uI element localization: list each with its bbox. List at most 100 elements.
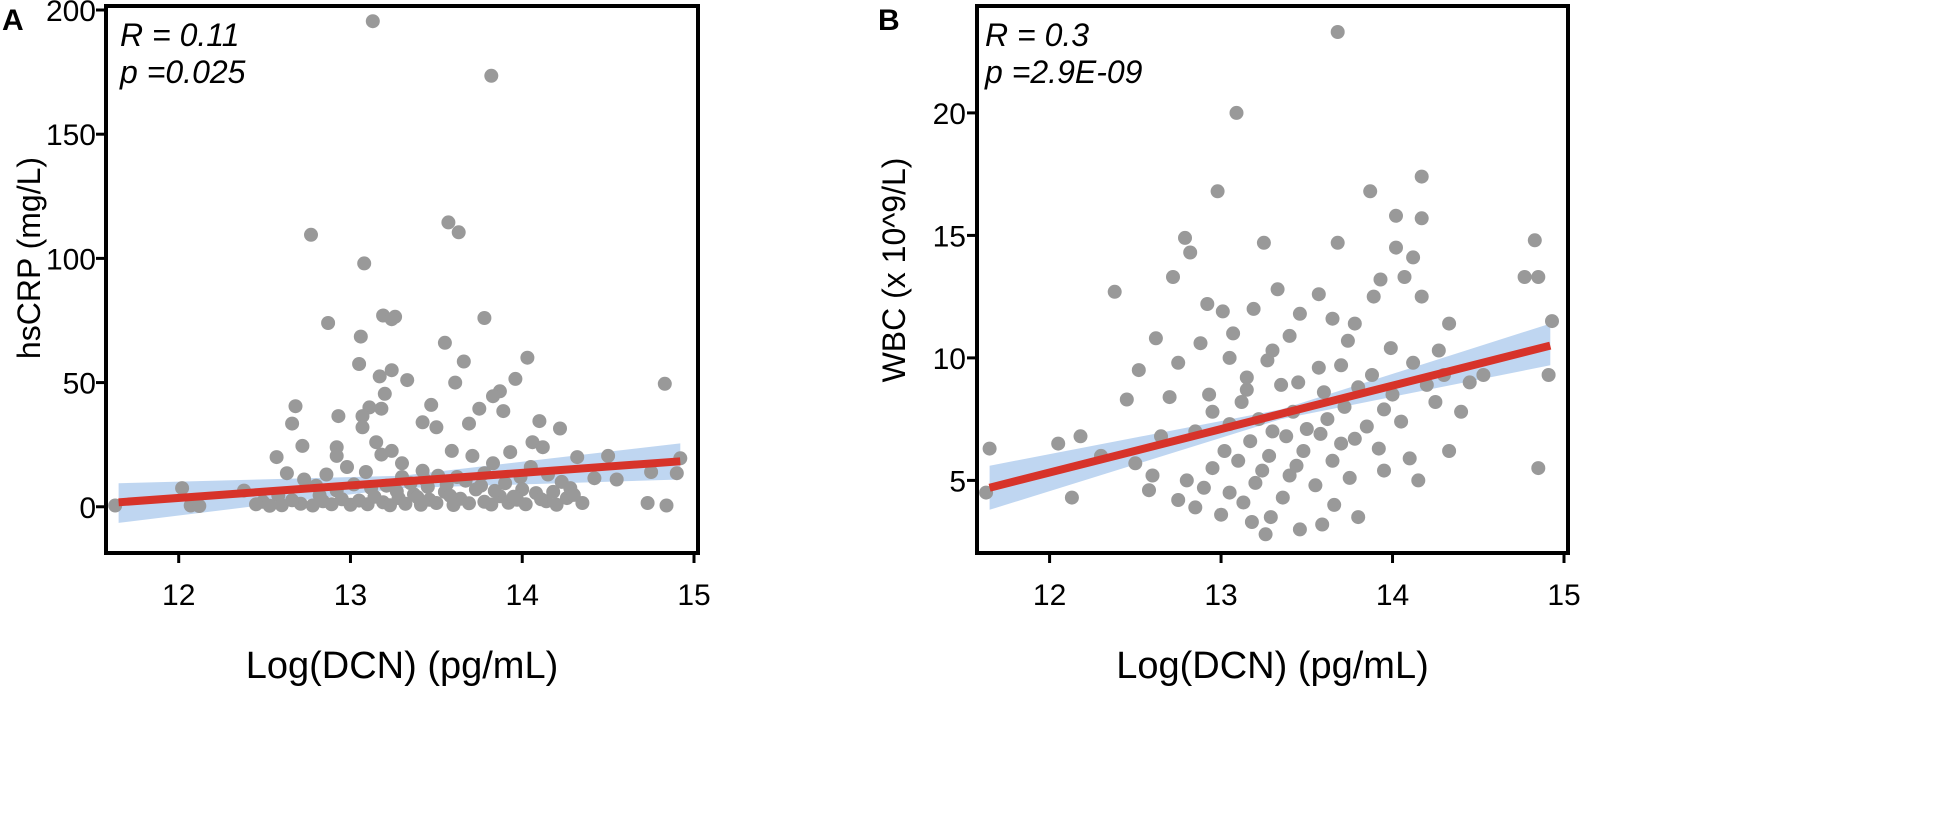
data-point xyxy=(319,467,334,482)
data-point xyxy=(1275,490,1290,505)
data-point xyxy=(353,329,368,344)
data-point xyxy=(1289,458,1304,473)
data-point xyxy=(1183,245,1198,260)
data-point xyxy=(979,485,994,500)
data-point xyxy=(1239,382,1254,397)
data-point xyxy=(1334,436,1349,451)
data-point xyxy=(1292,522,1307,537)
data-point xyxy=(355,420,370,435)
data-point xyxy=(1462,375,1477,390)
data-point xyxy=(1365,368,1379,382)
data-point xyxy=(389,484,404,499)
data-point xyxy=(1202,387,1217,402)
data-point xyxy=(1476,368,1491,382)
data-point xyxy=(1334,358,1349,373)
data-point xyxy=(1064,490,1079,505)
data-point xyxy=(415,415,430,430)
panel-a: 0 50 100 150 200 12 13 14 15 R = 0.11p =0.025 A Log… xyxy=(2,0,711,687)
data-point xyxy=(1265,343,1280,358)
data-point xyxy=(1383,341,1398,356)
data-point xyxy=(1214,507,1229,522)
data-point xyxy=(357,256,372,271)
data-point xyxy=(1373,272,1388,287)
x-tick-label: 15 xyxy=(1547,579,1580,612)
data-point xyxy=(384,363,399,378)
data-point xyxy=(1351,510,1366,525)
data-point xyxy=(1282,328,1297,343)
data-point xyxy=(448,375,463,390)
data-point xyxy=(477,311,492,325)
data-point xyxy=(1342,470,1357,485)
data-point xyxy=(566,487,581,502)
data-point xyxy=(1454,404,1469,419)
data-point xyxy=(1330,235,1345,250)
data-point xyxy=(1231,453,1246,468)
data-point xyxy=(1215,304,1230,319)
data-point xyxy=(456,354,471,369)
y-tick-label: 100 xyxy=(46,243,96,276)
x-tick-label: 15 xyxy=(677,579,710,612)
data-point xyxy=(1255,463,1270,478)
data-point xyxy=(1431,343,1446,358)
data-point xyxy=(1262,448,1277,463)
data-point xyxy=(1222,350,1237,365)
data-point xyxy=(384,312,399,327)
data-point xyxy=(506,489,521,504)
data-point xyxy=(285,416,300,431)
panel-b: 5 10 15 20 12 13 14 15 R = 0.3p =2.9E-09 B Log(DCN… xyxy=(876,4,1581,687)
data-point xyxy=(1107,284,1122,299)
data-point xyxy=(1377,463,1391,478)
data-point xyxy=(1299,422,1314,436)
data-point xyxy=(1313,426,1328,441)
data-point xyxy=(1205,404,1220,419)
data-point xyxy=(1162,390,1177,405)
data-point xyxy=(496,404,511,419)
y-tick-label: 0 xyxy=(79,492,96,525)
data-point xyxy=(1311,360,1326,375)
data-point xyxy=(487,483,502,498)
data-point xyxy=(398,496,413,511)
data-point xyxy=(1270,282,1285,297)
data-point xyxy=(462,496,476,511)
regression-line xyxy=(988,341,1552,492)
data-point xyxy=(640,496,655,510)
x-tick-label: 13 xyxy=(1204,579,1237,612)
regression-line xyxy=(118,457,681,507)
data-point xyxy=(1385,387,1400,402)
y-tick-label: 15 xyxy=(933,220,966,253)
x-tick-label: 14 xyxy=(1376,579,1409,612)
data-point xyxy=(1327,497,1342,512)
data-point xyxy=(1442,316,1457,331)
stat-p: p =2.9E-09 xyxy=(984,54,1143,90)
data-point xyxy=(1226,326,1241,341)
data-point xyxy=(484,68,499,83)
data-point xyxy=(1178,230,1192,245)
data-point xyxy=(1517,270,1532,284)
plot-frame xyxy=(975,4,1570,555)
data-point xyxy=(443,488,458,503)
data-point xyxy=(1265,424,1280,439)
data-point xyxy=(1248,475,1263,490)
data-point xyxy=(1210,184,1225,199)
data-point xyxy=(1244,515,1259,529)
data-point xyxy=(1308,478,1323,493)
y-tick-label: 200 xyxy=(46,0,96,28)
data-point xyxy=(1279,429,1294,444)
panel-label: B xyxy=(878,4,900,37)
data-point xyxy=(400,373,415,388)
data-point xyxy=(1239,370,1254,385)
data-point xyxy=(1330,25,1345,39)
data-point xyxy=(304,227,318,242)
data-point xyxy=(1073,429,1088,444)
data-point xyxy=(669,466,684,481)
data-point xyxy=(1389,240,1403,255)
data-point xyxy=(451,225,466,240)
data-point xyxy=(657,376,672,391)
data-point xyxy=(1200,297,1215,311)
data-point xyxy=(546,484,561,499)
data-point xyxy=(1171,355,1186,370)
data-point xyxy=(249,497,263,512)
data-point xyxy=(429,496,444,510)
data-point xyxy=(1282,468,1297,483)
